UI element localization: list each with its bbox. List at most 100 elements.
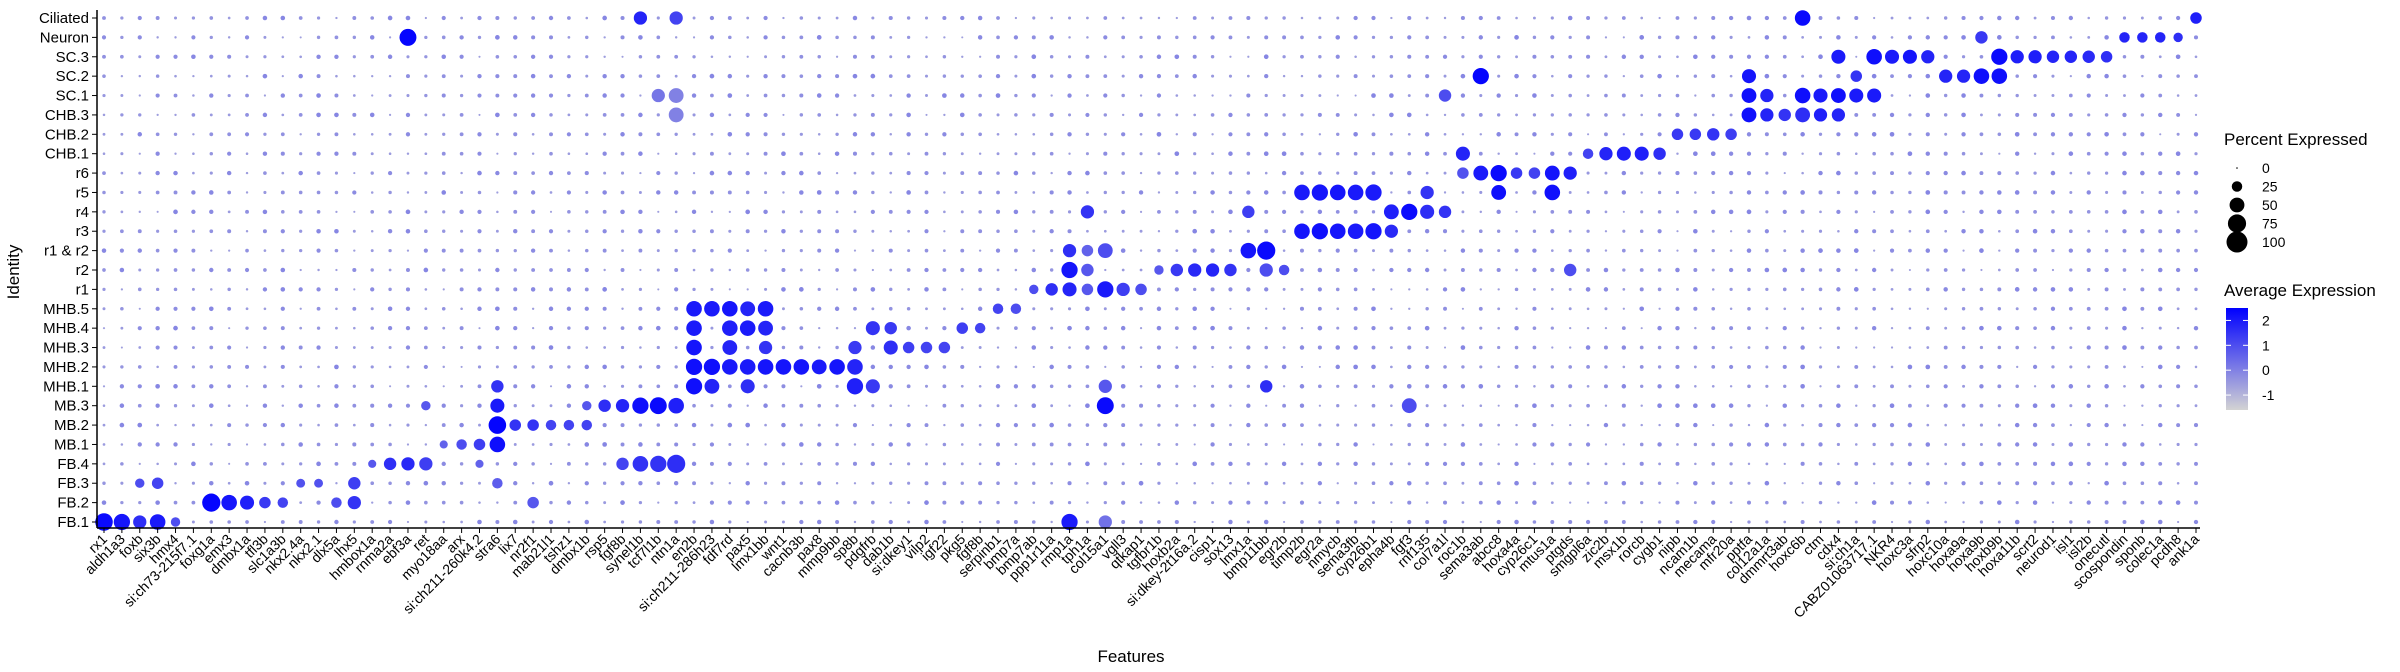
dot-lmx1bb-Ciliated [763,15,768,21]
dot-dmbx1b-Ciliated [585,16,589,20]
dot-rnma2a-r1 [388,287,392,292]
dot-tshz1-FB.2 [566,500,572,505]
dot-egr2b-SC.1 [1282,94,1286,98]
dot-fgf8b-CHB.1 [978,152,982,155]
dot-tfl3b-r6 [263,171,267,175]
dot-tfl3b-r1 [262,287,268,292]
dot-nmycb-MB.3 [1336,404,1340,408]
dot-ptgds-SC.1 [1568,93,1572,98]
dot-foxg1a-CHB.2 [209,132,214,137]
dot-dab1b-CHB.3 [889,113,893,117]
dot-hoxa4a-SC.3 [1515,55,1519,59]
dot-ntn1a-MB.1 [674,442,679,447]
dot-ptgds-MHB.4 [1569,327,1572,330]
dot-dmmrt3ab-r4 [1782,209,1787,214]
dot-bmp11bb-r1 & r2 [1257,241,1276,260]
dot-rorcb-MHB.1 [1640,384,1644,389]
dot-dmbx1b-CHB.2 [584,132,589,137]
dot-ebf3a-SC.1 [406,94,410,98]
dot-CABZ01063717.1-Ciliated [1873,16,1876,20]
dot-rx1-SC.1 [102,93,106,98]
dot-smgpl6a-r1 & r2 [1586,248,1590,253]
dot-nkx2.1-CHB.1 [316,151,321,156]
dot-col15a1-FB.1 [1098,515,1112,529]
dot-hoxa9a-MHB.1 [1962,384,1966,388]
dot-en2b-CHB.3 [692,113,696,117]
dot-hoxa11b-r6 [2015,171,2019,175]
dot-mfr20a-MHB.2 [1729,364,1734,370]
dot-dlx5a-Neuron [334,35,339,40]
dot-hoxc6b-CHB.1 [1801,152,1804,155]
dot-cacnb3b-r6 [799,170,804,176]
dot-tph1a-FB.2 [1086,501,1089,504]
dot-pcdh8-FB.1 [2177,520,2180,524]
dot-si:ch211-260k4.2-SC.2 [477,73,482,79]
dot-mmp9bb-Neuron [835,35,839,40]
dot-fgf3-r3 [1407,229,1412,234]
dot-neurod1-r2 [2051,268,2055,272]
dot-bmp11bb-MHB.4 [1264,326,1268,330]
dot-ret-FB.1 [424,520,428,524]
dot-timp2b-SC.3 [1300,54,1304,59]
dot-bmp11bb-Ciliated [1264,16,1268,20]
dot-rorcb-r2 [1639,268,1644,272]
dot-si:ch73-215f7.1-MHB.2 [191,365,195,369]
dot-pdgfrb-Ciliated [871,16,875,20]
dot-tgfbr1b-SC.3 [1156,54,1162,59]
dot-arx-CHB.2 [459,132,464,137]
dot-mecama-MHB.4 [1711,326,1716,331]
dot-mab21l1-FB.1 [548,519,554,525]
dot-hoxa9a-CHB.3 [1961,112,1966,118]
dot-synel1b-r5 [638,190,642,194]
dot-lmx1bb-r5 [764,190,768,195]
dot-si:ch1a-MHB.5 [1854,307,1858,311]
dot-ppp1r11a-FB.2 [1049,500,1054,505]
dot-col7a1l-MB.2 [1443,423,1447,427]
dot-sema3fb-r1 [1353,287,1358,292]
dot-ank1a-r3 [2194,229,2198,233]
dot-ebf3a-MB.1 [406,443,410,446]
dot-msx1b-CHB.3 [1622,113,1626,117]
dot-fgf3-MHB.1 [1406,384,1412,389]
dot-mecama-FB.2 [1711,500,1716,505]
dot-hoxa11b-MHB.5 [2015,307,2019,311]
dot-scrt2-r1 & r2 [2033,248,2038,253]
dot-col7a1l-Ciliated [1443,16,1447,20]
dot-foxb-r6 [138,171,142,175]
dot-nmycb-MB.1 [1336,442,1340,447]
dot-tcf7l1b-r1 [657,288,660,291]
dot-ppp1r11a-r6 [1050,171,1053,175]
dot-lix7-FB.4 [513,461,518,466]
dot-msx1b-r1 [1622,288,1626,291]
dot-emx3-CHB.3 [227,113,231,117]
dot-dlx5a-MHB.1 [334,384,339,389]
dot-scrt2-MHB.1 [2033,385,2037,388]
dot-col15a1-CHB.1 [1103,151,1108,156]
dot-cygb1-r1 & r2 [1658,249,1662,253]
dot-en2b-CHB.1 [692,152,696,156]
dot-cdx4-r1 [1836,287,1841,292]
dot-six3b-r1 [155,287,160,292]
dot-cygb1-FB.1 [1657,520,1662,524]
dot-cacnb3b-FB.1 [799,519,804,525]
dot-cisp1-MB.1 [1210,442,1215,447]
dot-igf22-r1 & r2 [942,249,946,253]
dot-en2b-MB.1 [692,442,696,447]
dot-cyp26b1-MHB.4 [1371,326,1376,331]
dot-neurod1-SC.2 [2051,74,2055,78]
dot-cacnb3b-FB.4 [799,462,803,466]
dot-hoxb9b-MHB.5 [1997,307,2002,311]
dot-rnf135-MB.3 [1425,404,1429,408]
dot-nmycb-SC.3 [1335,54,1340,59]
dot-cyp26b1-r4 [1371,210,1376,214]
dot-zic2b-r5 [1604,190,1608,195]
dot-fdf7rd-r3 [728,229,732,233]
dot-onecutl-MHB.1 [2104,384,2109,389]
dot-cacnb3b-CHB.3 [799,113,804,117]
dot-lhx5-MHB.4 [353,326,356,330]
dot-ptgds-r3 [1568,229,1572,233]
dot-nr2f1-r6 [531,171,535,175]
dot-isl1-CHB.1 [2068,151,2074,156]
dot-bmp7ab-MHB.5 [1032,307,1036,311]
